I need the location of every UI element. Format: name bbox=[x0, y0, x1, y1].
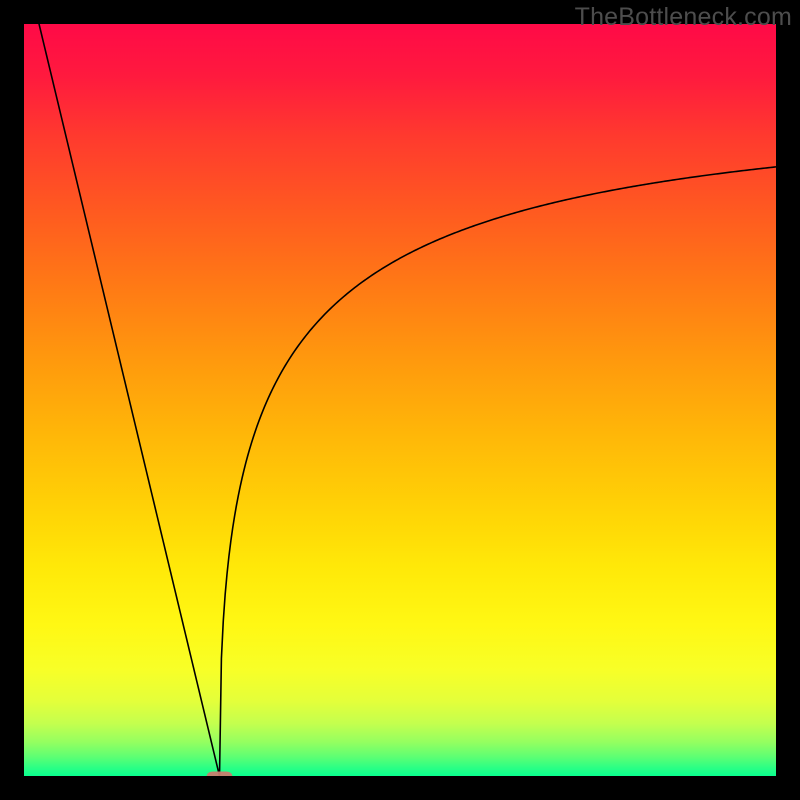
bottleneck-chart bbox=[24, 24, 776, 776]
watermark-text: TheBottleneck.com bbox=[575, 3, 792, 32]
optimal-point-marker bbox=[207, 771, 233, 776]
chart-background bbox=[24, 24, 776, 776]
